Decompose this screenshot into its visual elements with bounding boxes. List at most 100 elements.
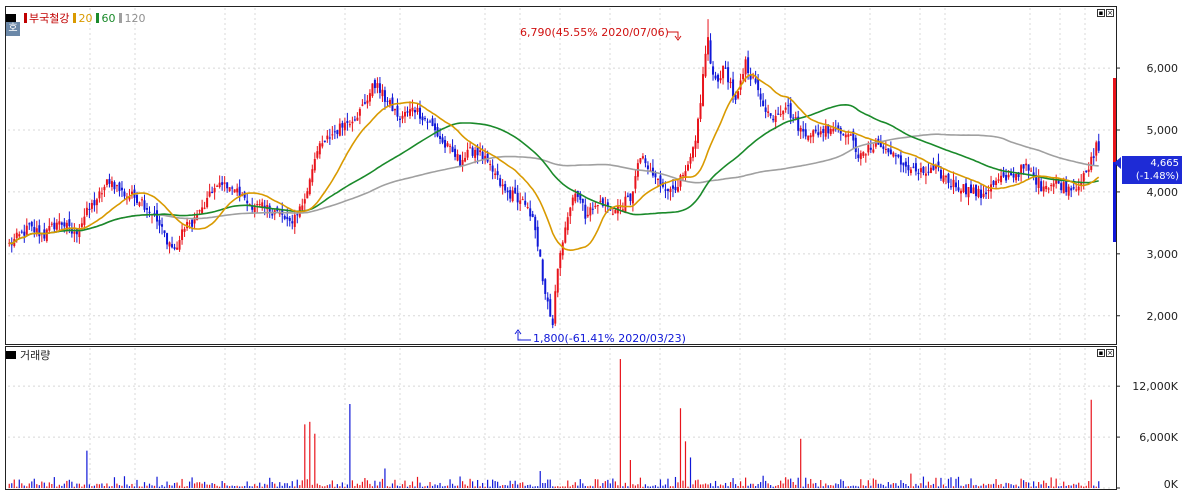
candle-body (887, 148, 890, 153)
stock-name[interactable]: 부국철강 (29, 12, 70, 25)
volume-bar (361, 481, 363, 488)
volume-bar (677, 482, 679, 488)
candle-body (669, 188, 672, 192)
volume-bar (885, 486, 887, 488)
volume-bar (143, 482, 146, 488)
candle-body (95, 199, 98, 206)
candle-body (589, 207, 592, 216)
candle-body (236, 188, 239, 193)
maximize-icon[interactable]: ▪ (1097, 349, 1105, 357)
volume-bar (131, 483, 133, 488)
volume-bar (522, 482, 524, 488)
candle-body (862, 152, 865, 156)
y-tick-label: 4,000 (1147, 186, 1179, 199)
volume-bar (935, 477, 937, 488)
volume-bar (301, 480, 303, 488)
candle-body (484, 155, 487, 160)
volume-bar (815, 482, 817, 488)
volume-bar (93, 485, 96, 488)
candle-body (323, 140, 326, 143)
volume-bar (739, 481, 742, 488)
candle-body (456, 154, 459, 161)
candle-body (421, 116, 424, 121)
volume-bar (341, 482, 343, 488)
volume-bar (679, 408, 682, 488)
volume-bar (997, 484, 1000, 488)
candle-body (461, 159, 464, 166)
volume-bar (264, 483, 266, 488)
volume-label[interactable]: 거래량 (20, 349, 51, 362)
mode-toggle-button[interactable]: 호 (6, 22, 20, 36)
volume-bar (181, 478, 183, 488)
ma60-label[interactable]: 60 (101, 11, 116, 25)
volume-bar (46, 486, 48, 488)
candle-body (221, 182, 224, 185)
candle-body (591, 208, 594, 210)
price-axis: 2,000 3,000 4,000 5,000 6,000 (1116, 62, 1178, 323)
candle-body (223, 182, 226, 184)
volume-bar (647, 486, 649, 488)
volume-bar (875, 479, 877, 488)
candle-body (676, 187, 679, 192)
candle-body (854, 137, 857, 153)
candle-body (980, 189, 983, 199)
candle-body (586, 214, 589, 217)
candle-body (316, 151, 319, 158)
close-icon[interactable]: × (1106, 9, 1114, 17)
volume-bar (662, 485, 664, 488)
candle-body (556, 268, 559, 293)
candle-body (1045, 185, 1048, 190)
volume-bar (817, 486, 819, 488)
candle-body (937, 161, 940, 168)
volume-bar (895, 483, 897, 488)
volume-bar (772, 486, 774, 488)
ma20-label[interactable]: 20 (78, 11, 93, 25)
volume-bar (882, 484, 884, 488)
volume-bar (825, 483, 827, 488)
volume-bar (234, 486, 236, 488)
candle-body (88, 208, 91, 210)
candle-body (393, 108, 396, 111)
volume-bar (1012, 485, 1015, 488)
volume-bar (53, 477, 55, 488)
legend-square (6, 14, 16, 22)
volume-bar (276, 486, 278, 488)
candle-body (689, 156, 692, 164)
volume-bar (8, 483, 10, 488)
ma120-label[interactable]: 120 (124, 11, 146, 25)
volume-bar (597, 479, 599, 488)
candle-body (416, 107, 419, 112)
candle-body (408, 109, 411, 116)
price-legend: 부국철강 20 60 120 (6, 10, 145, 26)
close-icon[interactable]: × (1106, 349, 1114, 357)
candle-body (804, 129, 807, 137)
volume-bar (745, 477, 747, 488)
volume-bar (697, 479, 699, 488)
candle-body (351, 121, 354, 124)
candle-body (975, 184, 978, 197)
volume-bar (654, 485, 657, 488)
candle-body (1027, 164, 1030, 171)
volume-bar (847, 486, 849, 488)
candle-body (1030, 170, 1033, 172)
volume-bar (574, 482, 576, 488)
candle-body (1075, 189, 1078, 191)
volume-bar (607, 479, 609, 488)
candle-body (722, 65, 725, 79)
candle-body (837, 125, 840, 130)
volume-bar (492, 479, 494, 488)
volume-bar (346, 484, 348, 488)
candle-body (934, 165, 937, 169)
candle-body (83, 216, 86, 225)
volume-bar (138, 486, 141, 488)
maximize-icon[interactable]: ▪ (1097, 9, 1105, 17)
candle-body (206, 197, 209, 208)
volume-bar (587, 486, 589, 488)
volume-bar (1005, 482, 1007, 488)
candle-body (373, 79, 376, 89)
volume-bar (649, 486, 652, 488)
candle-body (985, 192, 988, 195)
volume-bar (464, 484, 466, 488)
